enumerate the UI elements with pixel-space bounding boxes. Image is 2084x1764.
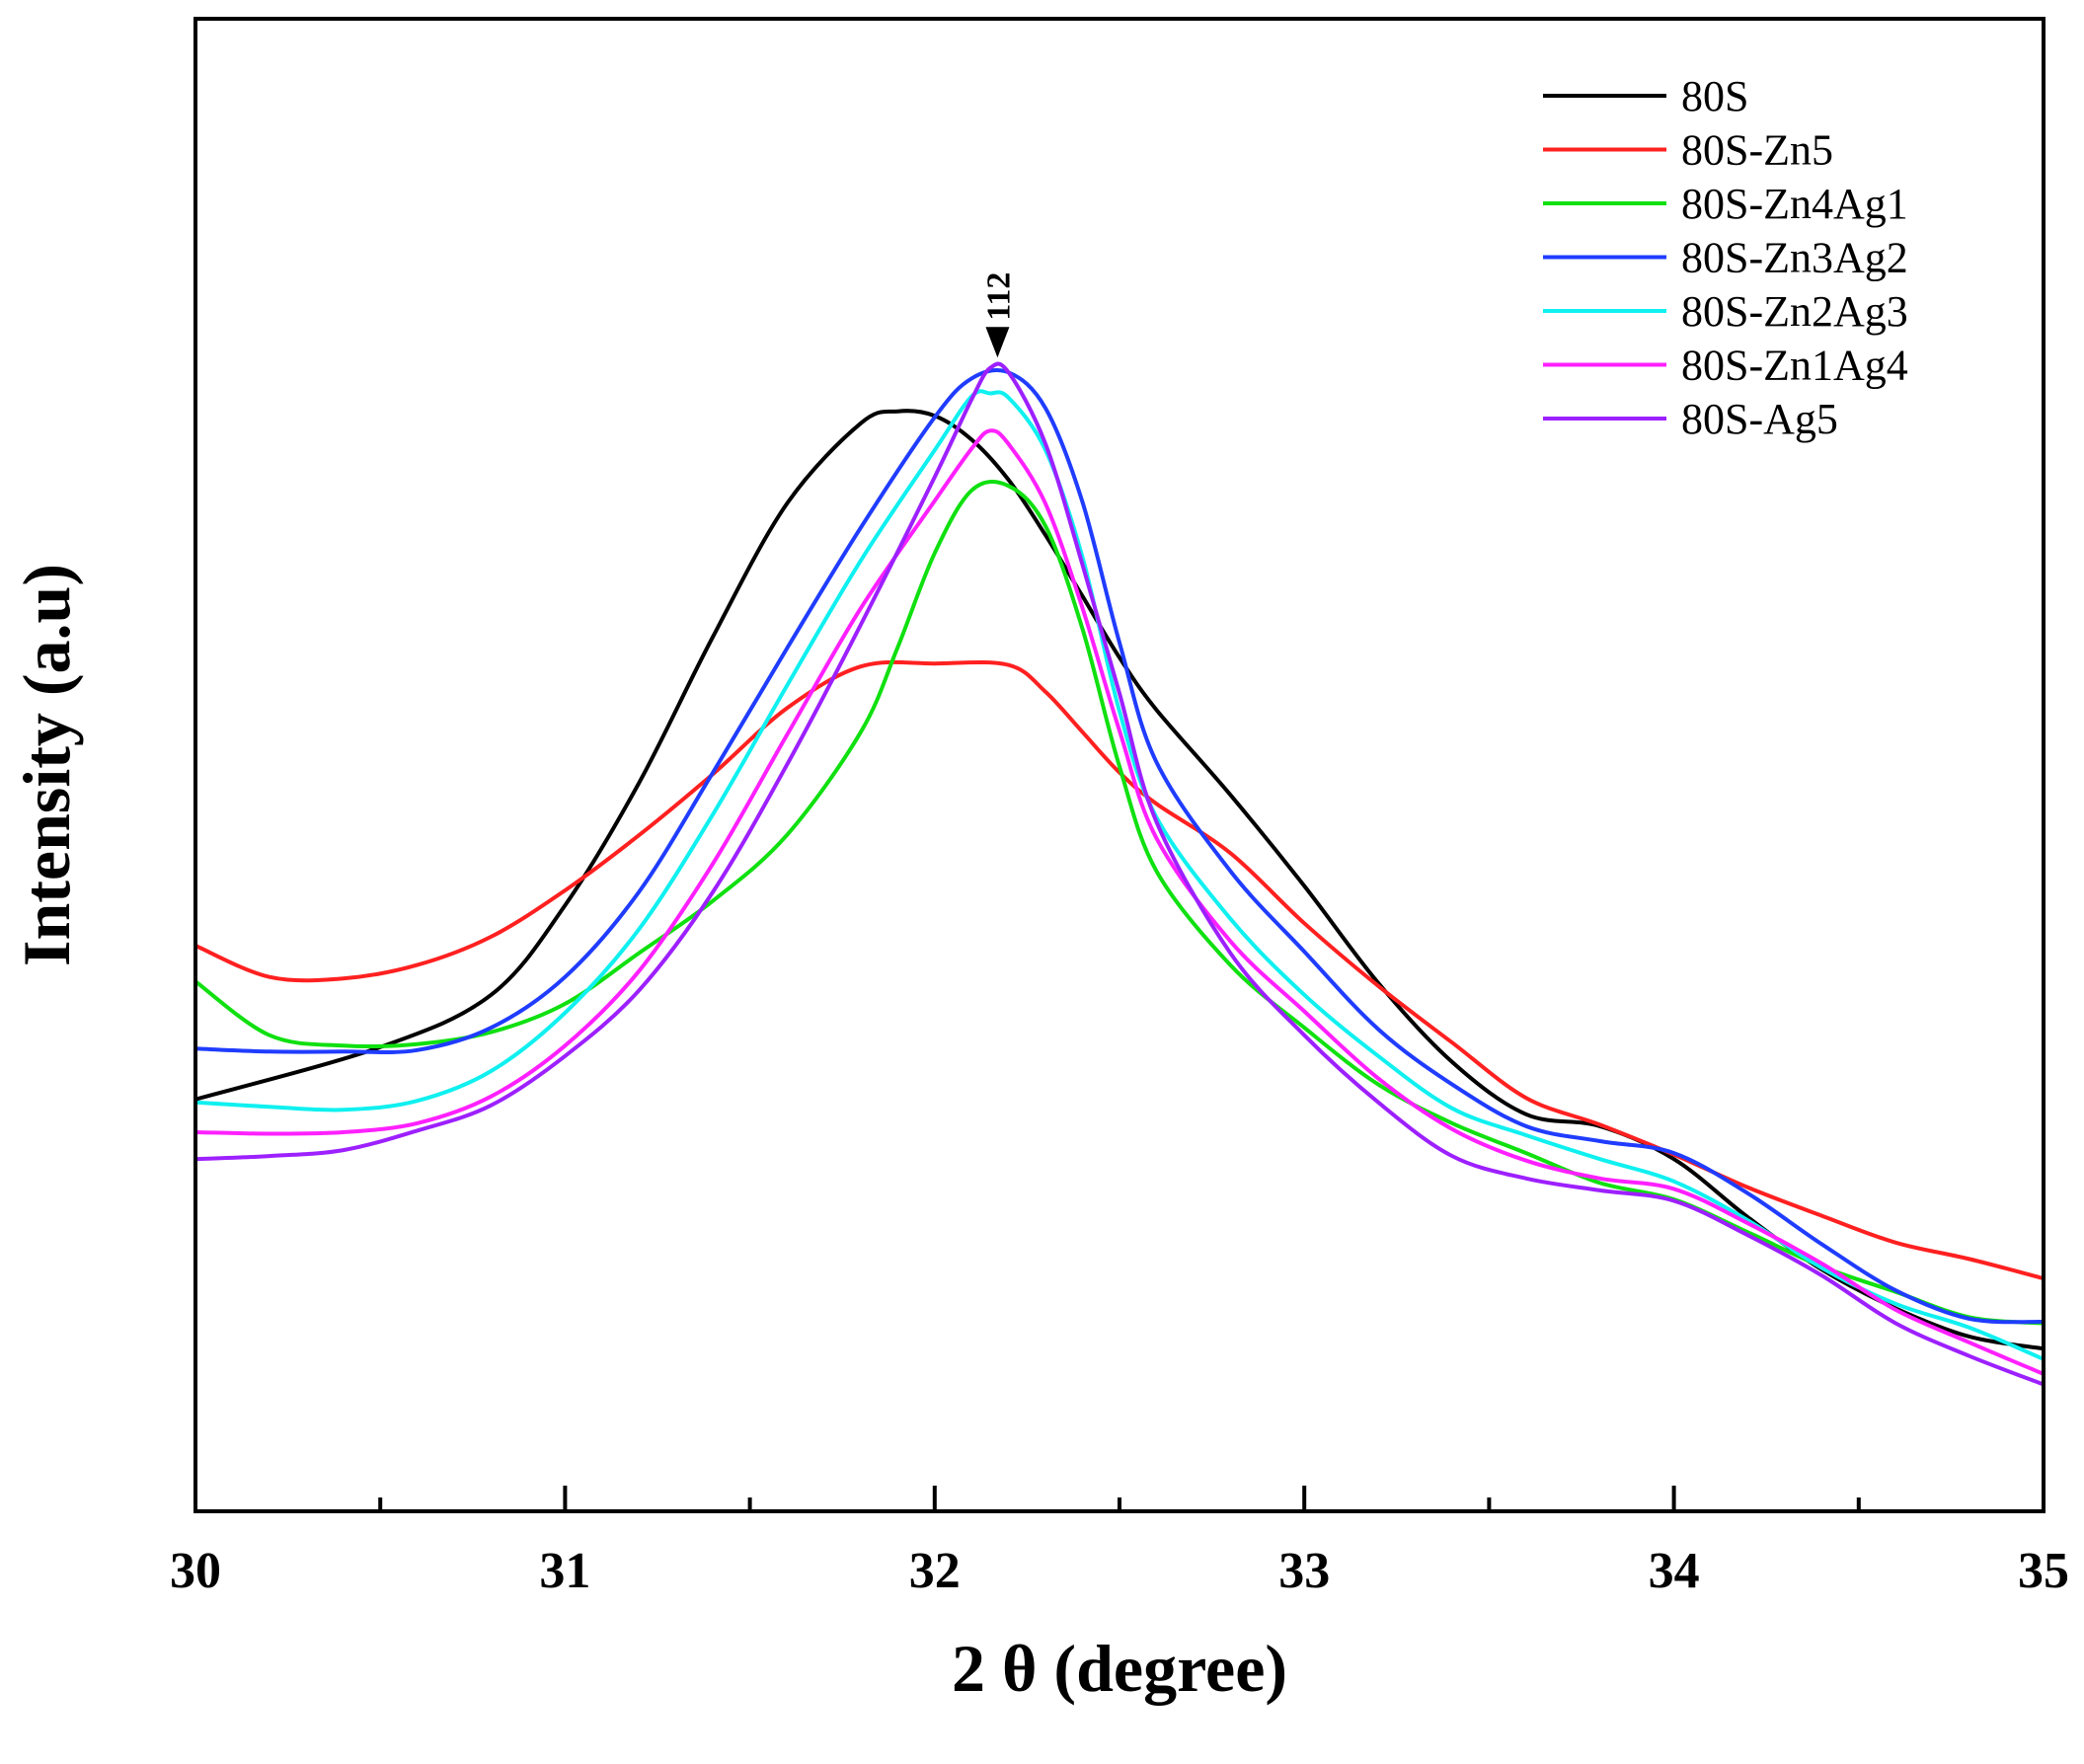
series-line-80S-Ag5	[193, 361, 2045, 1387]
legend-label: 80S-Zn3Ag2	[1681, 234, 1908, 282]
peak-label: 112	[980, 272, 1017, 321]
legend-label: 80S-Ag5	[1681, 395, 1838, 443]
legend-label: 80S-Zn5	[1681, 126, 1833, 175]
x-tick-label: 30	[170, 1543, 221, 1599]
legend-label: 80S-Zn1Ag4	[1681, 342, 1908, 390]
x-tick-labels: 30 31 32 33 34 35	[170, 1543, 2069, 1599]
series-lines	[193, 361, 2045, 1387]
series-line-80S	[193, 409, 2045, 1351]
legend-label: 80S-Zn2Ag3	[1681, 287, 1908, 336]
series-line-80S-Zn1Ag4	[193, 428, 2045, 1376]
x-tick-label: 33	[1278, 1543, 1330, 1599]
down-arrow-icon	[985, 327, 1010, 358]
series-line-80S-Zn3Ag2	[193, 368, 2045, 1325]
x-tick-label: 35	[2018, 1543, 2069, 1599]
legend-label: 80S-Zn4Ag1	[1681, 180, 1908, 228]
minor-ticks	[378, 1497, 1861, 1511]
x-tick-label: 31	[539, 1543, 590, 1599]
plot-frame	[193, 17, 2045, 1513]
y-axis-title: Intensity (a.u)	[9, 564, 84, 966]
legend: 80S 80S-Zn5 80S-Zn4Ag1 80S-Zn3Ag2 80S-Zn2Ag3…	[1543, 72, 1908, 443]
x-axis-title: 2 θ (degree)	[952, 1631, 1287, 1706]
peak-annotation: 112	[980, 272, 1017, 358]
x-tick-label: 32	[909, 1543, 961, 1599]
x-tick-label: 34	[1649, 1543, 1700, 1599]
legend-label: 80S	[1681, 72, 1748, 120]
